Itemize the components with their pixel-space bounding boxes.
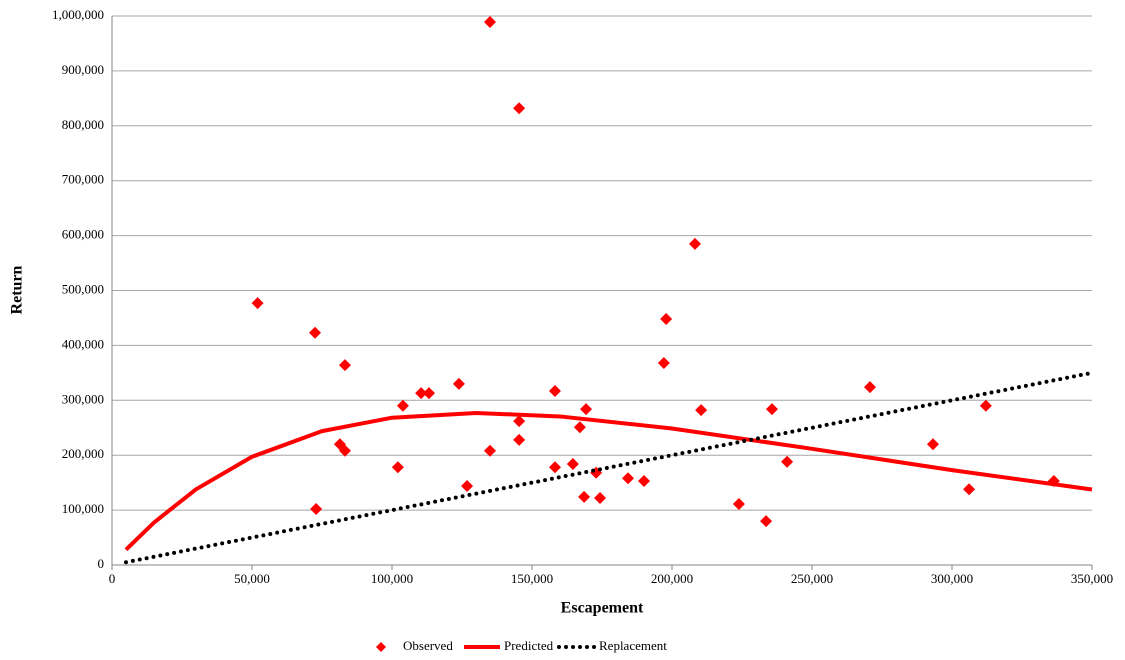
series-line [124,370,1094,565]
y-tick-label: 200,000 [62,446,104,461]
marker [638,475,650,488]
marker [660,313,673,326]
marker [548,384,561,397]
marker [338,359,351,372]
y-tick-label: 500,000 [62,281,104,296]
marker [573,421,586,434]
marker [310,503,323,516]
marker [688,237,701,250]
marker [452,377,465,390]
marker [391,461,404,474]
x-tick-label: 200,000 [651,571,693,586]
marker [781,455,794,468]
marker [926,438,939,451]
marker [566,457,579,470]
marker [484,444,496,457]
marker [622,472,635,485]
x-tick-label: 250,000 [791,571,833,586]
x-tick-label: 300,000 [931,571,973,586]
marker [415,387,428,400]
marker [396,399,409,412]
marker [695,404,708,417]
y-tick-label: 600,000 [62,227,104,242]
marker [765,403,778,416]
marker [513,415,526,428]
y-tick-label: 100,000 [62,501,104,516]
legend-label: Replacement [599,638,667,653]
legend-label: Observed [403,638,453,653]
y-tick-label: 800,000 [62,117,104,132]
marker [979,399,992,412]
marker [513,433,526,446]
x-tick-label: 100,000 [371,571,413,586]
legend-label: Predicted [504,638,554,653]
marker [580,403,593,416]
x-tick-label: 150,000 [511,571,553,586]
y-tick-label: 900,000 [62,62,104,77]
marker [657,356,670,369]
y-tick-label: 700,000 [62,172,104,187]
x-tick-label: 50,000 [234,571,270,586]
marker [513,102,526,115]
series-line [124,410,1093,552]
x-axis-title: Escapement [561,600,644,617]
marker [309,326,321,339]
x-tick-label: 0 [109,571,116,586]
marker [863,381,876,394]
y-tick-label: 300,000 [62,391,104,406]
marker [251,297,264,310]
marker [760,515,773,528]
marker [594,492,607,505]
marker [578,490,591,503]
marker [963,483,976,496]
marker [461,479,474,492]
marker [548,461,561,474]
marker [484,16,496,29]
marker [338,444,351,457]
legend-marker [376,642,386,652]
x-tick-label: 350,000 [1071,571,1113,586]
y-axis-title: Return [9,265,26,314]
marker [732,498,745,511]
y-tick-label: 0 [98,556,105,571]
marker [422,387,435,400]
y-tick-label: 1,000,000 [52,7,104,22]
y-tick-label: 400,000 [62,336,104,351]
